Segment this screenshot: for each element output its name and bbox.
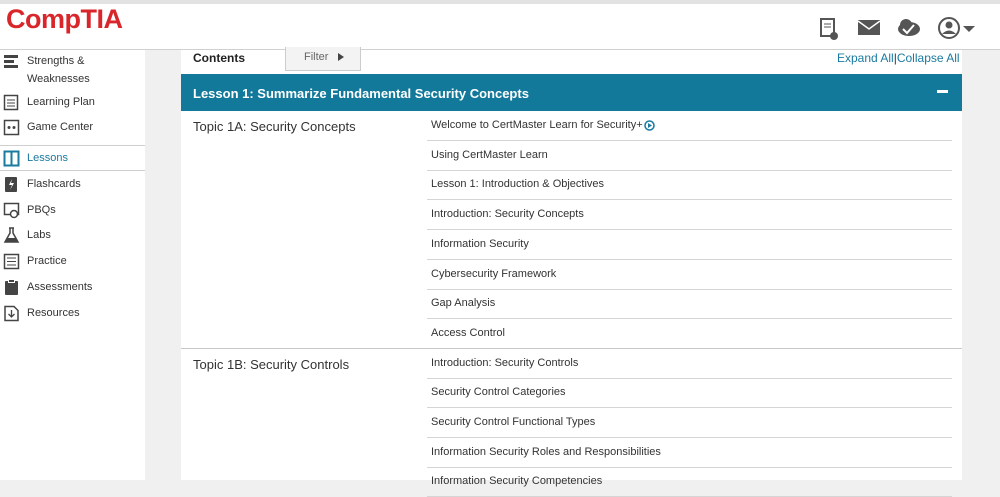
- topic-title: Topic 1B: Security Controls: [193, 356, 350, 372]
- lesson-item[interactable]: Information Security: [427, 230, 952, 260]
- nav-label: Flashcards: [27, 178, 81, 190]
- nav-item[interactable]: PBQs: [0, 201, 145, 219]
- notes-icon[interactable]: [820, 18, 838, 40]
- expand-all[interactable]: Expand All: [837, 51, 894, 65]
- nav-label: PBQs: [27, 204, 56, 216]
- cloud-icon[interactable]: [898, 19, 920, 36]
- lesson-item-label: Introduction: Security Controls: [431, 356, 579, 369]
- topic-separator: [181, 347, 962, 349]
- play-icon[interactable]: [644, 120, 655, 131]
- contents-label: Contents: [193, 51, 245, 65]
- lesson-item[interactable]: Welcome to CertMaster Learn for Security…: [427, 111, 952, 141]
- logo[interactable]: CompTIA: [6, 4, 123, 34]
- nav-item[interactable]: Assessments: [0, 278, 145, 296]
- mail-icon[interactable]: [857, 20, 881, 35]
- lesson-bar[interactable]: Lesson 1: Summarize Fundamental Security…: [181, 74, 962, 111]
- sidebar: [0, 50, 145, 480]
- nav-item[interactable]: Flashcards: [0, 175, 145, 193]
- collapse-all[interactable]: Collapse All: [896, 51, 960, 65]
- nav-label: Lessons: [27, 152, 68, 164]
- lesson-item-label: Information Security Roles and Responsib…: [431, 445, 661, 458]
- lesson-item[interactable]: Lesson 1: Introduction & Objectives: [427, 170, 952, 201]
- separator: |: [893, 51, 897, 65]
- user-menu[interactable]: [938, 17, 975, 39]
- nav-item[interactable]: Game Center: [0, 118, 145, 136]
- nav-divider: [0, 170, 145, 171]
- lesson-item[interactable]: Introduction: Security Concepts: [427, 200, 952, 231]
- expand-collapse: Expand All|Collapse All: [837, 51, 960, 65]
- nav-divider: [0, 145, 145, 146]
- nav-icon: [3, 94, 19, 111]
- nav-item[interactable]: Labs: [0, 226, 145, 244]
- lesson-item-label: Gap Analysis: [431, 297, 496, 310]
- nav-label: Assessments: [27, 281, 93, 293]
- content-panel: [181, 50, 962, 480]
- lesson-item-label: Information Security: [431, 237, 529, 250]
- nav-label: Practice: [27, 255, 67, 267]
- nav-icon: [3, 150, 20, 167]
- lesson-item-label: Welcome to CertMaster Learn for Security…: [431, 119, 643, 131]
- lesson-item-label: Access Control: [431, 326, 505, 339]
- lesson-title: Lesson 1: Summarize Fundamental Security…: [193, 86, 529, 101]
- lesson-item-label: Introduction: Security Concepts: [431, 208, 584, 221]
- nav-icon: [5, 279, 18, 295]
- nav-icon: [4, 55, 18, 68]
- lesson-item[interactable]: Security Control Functional Types: [427, 408, 952, 438]
- nav-label: Strengths & Weaknesses: [27, 55, 90, 85]
- nav-icon: [3, 227, 20, 243]
- lesson-item-label: Security Control Categories: [431, 386, 566, 399]
- nav-icon: [4, 305, 19, 322]
- nav-item[interactable]: Strengths & Weaknesses: [0, 52, 145, 88]
- topic-title: Topic 1A: Security Concepts: [193, 119, 356, 134]
- lesson-item-label: Lesson 1: Introduction & Objectives: [431, 178, 605, 191]
- lesson-item[interactable]: Gap Analysis: [427, 289, 952, 320]
- nav-label: Game Center: [27, 121, 94, 133]
- top-strip: [0, 0, 1000, 4]
- lesson-item-label: Cybersecurity Framework: [431, 267, 557, 280]
- nav-label: Labs: [27, 229, 51, 241]
- nav-item[interactable]: Practice: [0, 252, 145, 270]
- collapse-icon[interactable]: [937, 90, 948, 93]
- lesson-item[interactable]: Using CertMaster Learn: [427, 141, 952, 171]
- lesson-item-label: Using CertMaster Learn: [431, 148, 548, 161]
- lesson-item-label: Security Control Functional Types: [431, 416, 596, 428]
- lesson-item[interactable]: Cybersecurity Framework: [427, 260, 952, 290]
- nav-label: Resources: [27, 307, 80, 319]
- header-icons: [820, 17, 975, 40]
- lesson-item[interactable]: Access Control: [427, 319, 952, 349]
- nav-label: Learning Plan: [27, 96, 95, 108]
- nav-icon: [5, 177, 17, 192]
- header: CompTIA: [0, 4, 1000, 50]
- nav-item[interactable]: Learning Plan: [0, 93, 145, 111]
- lesson-item[interactable]: Information Security Roles and Responsib…: [427, 438, 952, 468]
- nav-item[interactable]: Lessons: [0, 149, 145, 167]
- lesson-item[interactable]: Security Control Categories: [427, 378, 952, 409]
- lesson-item[interactable]: Introduction: Security Controls: [427, 349, 952, 379]
- nav-icon: [3, 119, 20, 136]
- nav-item[interactable]: Resources: [0, 304, 145, 322]
- nav-icon: [3, 202, 20, 219]
- nav-icon: [3, 253, 20, 270]
- filter-arrow: [338, 53, 344, 61]
- lesson-item[interactable]: Information Security Competencies: [427, 467, 952, 497]
- filter-label: Filter: [304, 51, 329, 63]
- filter-tab[interactable]: Filter: [285, 47, 361, 71]
- lesson-item-label: Information Security Competencies: [431, 475, 603, 488]
